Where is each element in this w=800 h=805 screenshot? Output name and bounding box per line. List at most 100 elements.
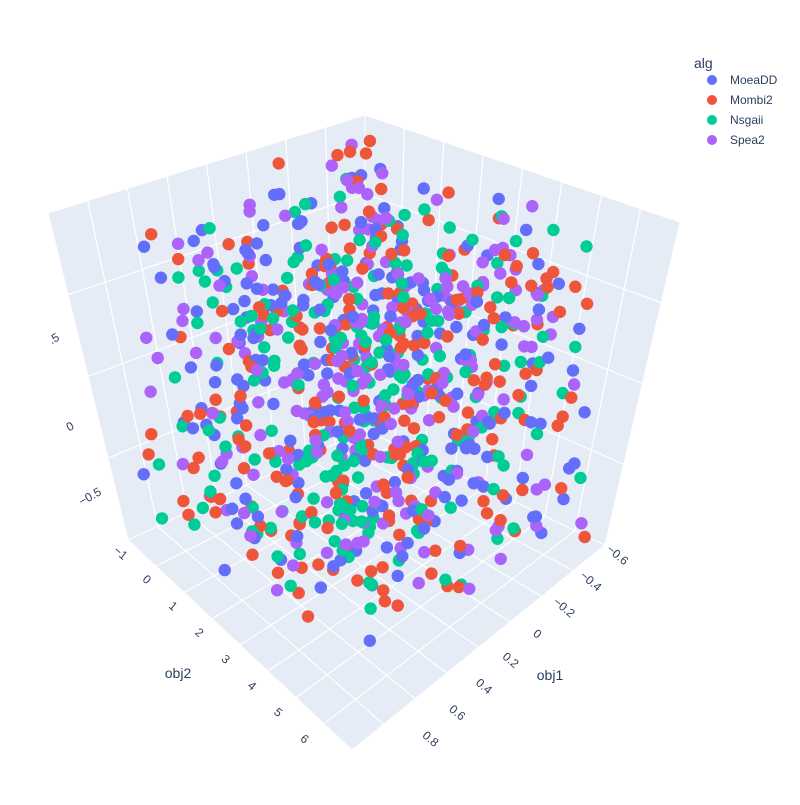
scatter-point-mombi2[interactable]: [313, 322, 327, 335]
scatter-point-spea2[interactable]: [463, 582, 476, 595]
scatter-point-spea2[interactable]: [399, 315, 412, 329]
scatter-point-mombi2[interactable]: [364, 565, 378, 578]
scatter-point-moeadd[interactable]: [470, 295, 484, 308]
scatter-point-nsgaii[interactable]: [344, 503, 357, 517]
scatter-point-mombi2[interactable]: [398, 414, 411, 427]
scatter-point-spea2[interactable]: [412, 576, 425, 590]
scatter-point-spea2[interactable]: [252, 396, 265, 409]
scatter-point-spea2[interactable]: [441, 305, 455, 318]
scatter-point-spea2[interactable]: [376, 167, 389, 180]
scatter-point-spea2[interactable]: [531, 288, 544, 302]
scatter-point-spea2[interactable]: [412, 272, 425, 285]
scatter-point-mombi2[interactable]: [556, 410, 569, 423]
scatter-point-nsgaii[interactable]: [208, 469, 221, 482]
scatter-point-moeadd[interactable]: [334, 554, 347, 567]
scatter-point-nsgaii[interactable]: [192, 264, 205, 277]
scatter-point-spea2[interactable]: [374, 450, 387, 463]
scatter-point-nsgaii[interactable]: [492, 450, 505, 463]
scatter-point-spea2[interactable]: [335, 201, 348, 214]
scatter-point-mombi2[interactable]: [569, 280, 582, 293]
scatter-point-nsgaii[interactable]: [509, 234, 523, 248]
scatter-point-nsgaii[interactable]: [268, 354, 281, 367]
scatter-point-nsgaii[interactable]: [335, 517, 348, 530]
scatter-point-spea2[interactable]: [270, 584, 284, 597]
scatter-point-nsgaii[interactable]: [264, 521, 277, 535]
scatter-point-nsgaii[interactable]: [333, 190, 347, 203]
scatter-point-mombi2[interactable]: [234, 389, 247, 403]
scatter-point-moeadd[interactable]: [218, 563, 231, 577]
scatter-point-nsgaii[interactable]: [258, 341, 271, 354]
scatter-point-nsgaii[interactable]: [425, 454, 438, 467]
scatter-point-spea2[interactable]: [497, 393, 510, 406]
scatter-point-moeadd[interactable]: [190, 305, 203, 318]
scatter-point-mombi2[interactable]: [565, 391, 578, 404]
scatter-point-spea2[interactable]: [530, 519, 543, 532]
scatter-point-moeadd[interactable]: [324, 324, 338, 337]
scatter-point-nsgaii[interactable]: [355, 515, 368, 528]
scatter-point-moeadd[interactable]: [280, 463, 293, 476]
scatter-point-nsgaii[interactable]: [234, 315, 247, 328]
scatter-point-nsgaii[interactable]: [439, 573, 452, 586]
scatter-point-moeadd[interactable]: [568, 457, 581, 470]
scatter-point-mombi2[interactable]: [213, 492, 227, 506]
scatter-point-mombi2[interactable]: [408, 339, 421, 352]
scatter-point-spea2[interactable]: [388, 402, 401, 415]
scatter-point-spea2[interactable]: [429, 302, 443, 316]
scatter-point-spea2[interactable]: [436, 376, 449, 390]
scatter-point-spea2[interactable]: [310, 446, 324, 459]
scatter-point-nsgaii[interactable]: [293, 547, 306, 561]
scatter-point-mombi2[interactable]: [391, 599, 404, 612]
scatter-point-nsgaii[interactable]: [176, 420, 189, 433]
scatter-point-spea2[interactable]: [290, 404, 303, 418]
scatter-point-moeadd[interactable]: [231, 412, 244, 425]
scatter-point-spea2[interactable]: [359, 372, 373, 385]
scatter-point-mombi2[interactable]: [494, 514, 507, 527]
scatter-point-nsgaii[interactable]: [307, 492, 320, 505]
scatter-point-spea2[interactable]: [320, 546, 334, 559]
scatter-point-spea2[interactable]: [339, 538, 353, 551]
scatter-point-spea2[interactable]: [389, 486, 403, 499]
scatter-point-moeadd[interactable]: [573, 322, 586, 335]
scatter-point-nsgaii[interactable]: [328, 535, 341, 548]
scatter-point-nsgaii[interactable]: [206, 296, 219, 309]
scatter-point-spea2[interactable]: [353, 428, 366, 441]
scatter-point-mombi2[interactable]: [516, 483, 529, 497]
scatter-point-mombi2[interactable]: [177, 494, 190, 508]
scatter-point-spea2[interactable]: [140, 331, 153, 344]
scatter-point-mombi2[interactable]: [145, 428, 158, 441]
scatter-point-moeadd[interactable]: [184, 361, 198, 374]
scatter-point-mombi2[interactable]: [222, 342, 236, 356]
scatter-point-moeadd[interactable]: [363, 634, 376, 647]
scatter-point-moeadd[interactable]: [532, 303, 546, 316]
scatter-point-moeadd[interactable]: [166, 328, 179, 341]
scatter-point-mombi2[interactable]: [471, 286, 484, 299]
scatter-point-nsgaii[interactable]: [168, 371, 182, 384]
scatter-point-moeadd[interactable]: [234, 328, 247, 341]
scatter-point-moeadd[interactable]: [259, 253, 272, 267]
scatter-point-nsgaii[interactable]: [444, 501, 457, 514]
scatter-point-spea2[interactable]: [151, 351, 164, 365]
scatter-point-mombi2[interactable]: [442, 249, 455, 263]
scatter-point-moeadd[interactable]: [445, 442, 458, 455]
scatter-point-mombi2[interactable]: [393, 528, 406, 541]
scatter-point-moeadd[interactable]: [529, 510, 543, 523]
scatter-point-nsgaii[interactable]: [230, 262, 243, 275]
scatter-point-moeadd[interactable]: [516, 471, 529, 485]
scatter-point-mombi2[interactable]: [461, 406, 475, 419]
scatter-point-nsgaii[interactable]: [359, 335, 372, 349]
scatter-point-spea2[interactable]: [494, 267, 507, 280]
scatter-point-nsgaii[interactable]: [347, 454, 360, 468]
scatter-point-mombi2[interactable]: [407, 422, 421, 435]
scatter-point-mombi2[interactable]: [295, 343, 308, 356]
scatter-point-nsgaii[interactable]: [204, 485, 217, 498]
scatter-point-moeadd[interactable]: [257, 219, 270, 232]
scatter-point-mombi2[interactable]: [246, 548, 259, 561]
scatter-point-mombi2[interactable]: [505, 276, 518, 289]
scatter-point-nsgaii[interactable]: [351, 471, 365, 484]
scatter-point-mombi2[interactable]: [512, 388, 525, 402]
scatter-point-mombi2[interactable]: [398, 244, 411, 257]
scatter-point-nsgaii[interactable]: [299, 239, 313, 252]
scatter-point-spea2[interactable]: [520, 448, 534, 461]
scatter-point-mombi2[interactable]: [578, 530, 591, 544]
